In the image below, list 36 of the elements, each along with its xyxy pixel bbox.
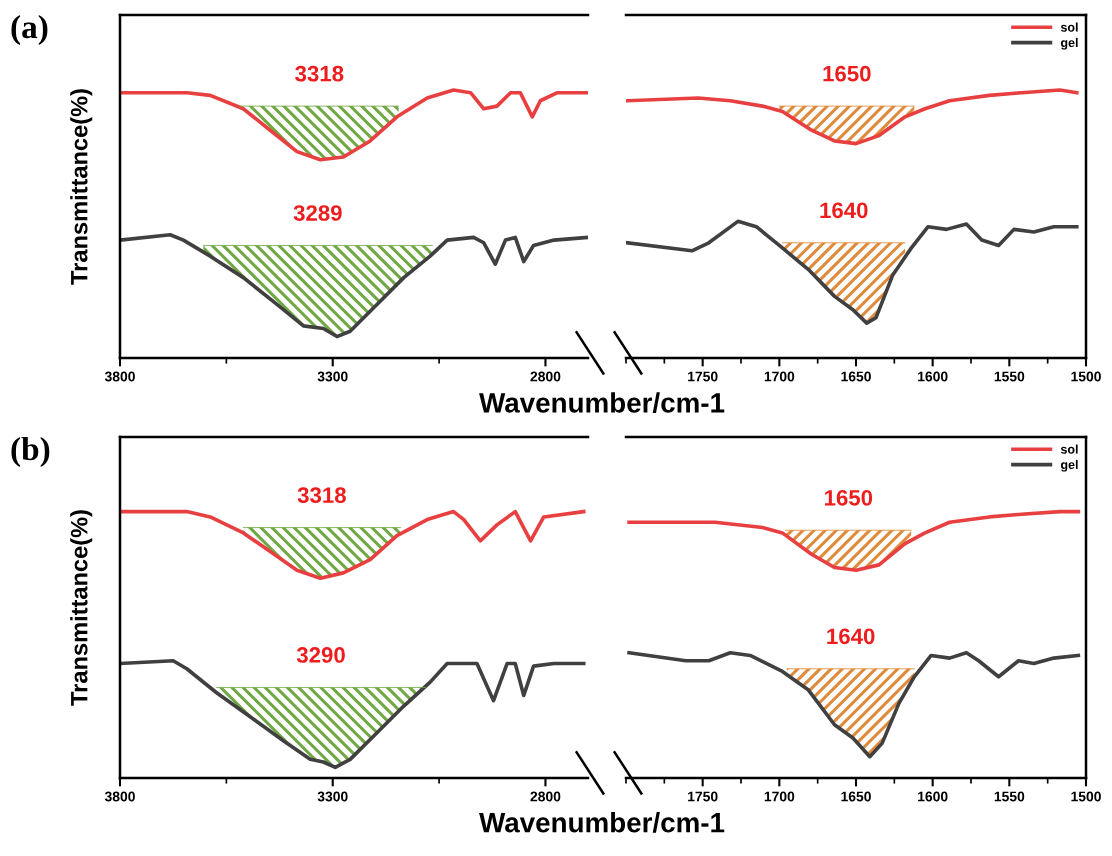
text: 3318 [297,487,346,504]
x-tick-label: 1750 [688,371,718,382]
x-tick-label: 1600 [918,791,948,802]
x-tick-label: 1700 [764,791,795,802]
x-tick-label: 1500 [1071,791,1101,802]
x-tick-label: 2800 [530,791,561,802]
x-tick-label: 3300 [317,791,348,802]
x-axis-title: Wavenumber/cm-1 [479,392,725,413]
x-tick-label: 1650 [841,791,871,802]
x-axis-title: Wavenumber/cm-1 [479,812,725,833]
y-axis-title: Transmittance(%) [70,510,93,706]
x-tick-label: 3300 [317,371,348,382]
legend-label: sol [1060,444,1078,454]
legend-label: gel [1060,459,1078,472]
x-tick-label: 1650 [841,371,871,382]
chart-title: (b) [11,436,50,468]
chart-title: (a) [11,14,48,46]
x-tick-label: 1750 [688,791,718,802]
y-axis-title: Transmittance(%) [70,89,93,285]
text: 1650 [825,489,873,506]
annotation: 3289 [293,205,342,221]
annotation: 1640 [827,628,875,645]
x-tick-label: 1550 [994,371,1025,382]
x-tick-label: 3800 [104,791,135,802]
x-tick-label: 1700 [764,371,795,382]
x-tick-label: 3800 [104,371,135,382]
text: 1650 [823,65,871,82]
text: 3318 [295,65,344,82]
x-tick-label: 1600 [918,371,948,382]
annotation: 1640 [820,202,868,219]
annotation: 3290 [296,647,345,663]
legend-label: sol [1060,22,1078,32]
x-tick-label: 2800 [530,371,561,382]
x-tick-label: 1500 [1071,371,1101,382]
legend-label: gel [1060,37,1078,50]
x-tick-label: 1550 [994,791,1025,802]
